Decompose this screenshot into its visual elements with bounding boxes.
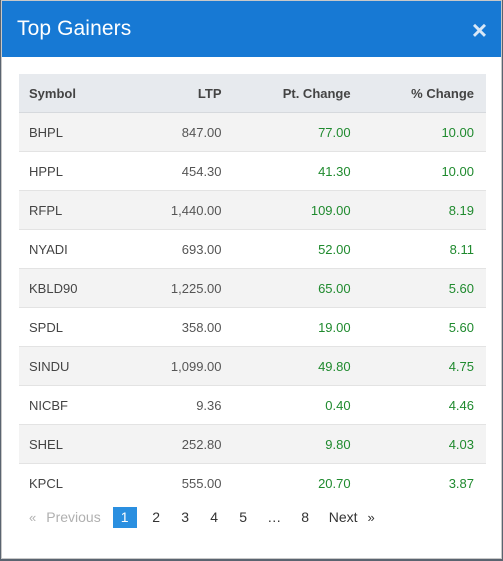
pct-change-cell: 4.03 [350, 424, 486, 464]
page-3-button[interactable]: 3 [181, 509, 190, 525]
page-8-button[interactable]: 8 [301, 509, 310, 525]
table-header-row: Symbol LTP Pt. Change % Change [19, 74, 486, 113]
table-row: BHPL 847.00 77.00 10.00 [19, 112, 486, 152]
pct-change-cell: 5.60 [350, 307, 486, 347]
column-header-symbol[interactable]: Symbol [19, 74, 127, 113]
table-row: HPPL 454.30 41.30 10.00 [19, 151, 486, 191]
prev-arrow-icon: « [29, 510, 37, 525]
pct-change-cell: 10.00 [350, 151, 486, 191]
column-header-ltp[interactable]: LTP [126, 74, 222, 113]
previous-page-button: « Previous [29, 509, 101, 525]
symbol-cell: NYADI [19, 229, 127, 269]
symbol-cell: SHEL [19, 424, 127, 464]
table-row: SHEL 252.80 9.80 4.03 [19, 424, 486, 464]
pt-change-cell: 9.80 [221, 424, 351, 464]
ltp-cell: 1,099.00 [126, 346, 222, 386]
symbol-cell: NICBF [19, 385, 127, 425]
ltp-cell: 847.00 [126, 112, 222, 152]
modal-body: Symbol LTP Pt. Change % Change BHPL 847.… [2, 57, 501, 528]
symbol-cell: KBLD90 [19, 268, 127, 308]
column-header-pt-change[interactable]: Pt. Change [221, 74, 351, 113]
pt-change-cell: 20.70 [318, 475, 351, 491]
next-arrow-icon: » [367, 510, 375, 525]
pct-change-cell: 4.46 [350, 385, 486, 425]
pt-change-cell: 109.00 [221, 190, 351, 230]
page-1-button[interactable]: 1 [112, 506, 137, 528]
page-5-button[interactable]: 5 [239, 509, 248, 525]
page-4-button[interactable]: 4 [210, 509, 219, 525]
ltp-cell: 358.00 [126, 307, 222, 347]
ltp-cell: 1,440.00 [126, 190, 222, 230]
table-row: RFPL 1,440.00 109.00 8.19 [19, 190, 486, 230]
table-row: NICBF 9.36 0.40 4.46 [19, 385, 486, 425]
close-icon[interactable]: × [471, 15, 487, 45]
modal-header: Top Gainers × [2, 1, 501, 57]
pct-change-cell: 8.11 [350, 229, 486, 269]
pt-change-cell: 65.00 [221, 268, 351, 308]
pt-change-cell: 77.00 [221, 112, 351, 152]
symbol-cell: HPPL [19, 151, 127, 191]
symbol-cell: SINDU [19, 346, 127, 386]
pt-change-cell: 41.30 [221, 151, 351, 191]
ltp-cell: 9.36 [126, 385, 222, 425]
modal-title: Top Gainers [17, 17, 132, 40]
pagination-ellipsis: … [267, 509, 282, 525]
pt-change-cell: 52.00 [221, 229, 351, 269]
ltp-cell: 252.80 [126, 424, 222, 464]
symbol-cell: KPCL [29, 475, 63, 491]
table-row: KPCL 555.00 20.70 3.87 [19, 463, 486, 502]
ltp-cell: 454.30 [126, 151, 222, 191]
pct-change-cell: 10.00 [350, 112, 486, 152]
pct-change-cell: 5.60 [350, 268, 486, 308]
ltp-cell: 1,225.00 [126, 268, 222, 308]
symbol-cell: SPDL [19, 307, 127, 347]
gainers-table: Symbol LTP Pt. Change % Change BHPL 847.… [19, 74, 486, 502]
ltp-cell: 693.00 [126, 229, 222, 269]
pt-change-cell: 49.80 [221, 346, 351, 386]
page-2-button[interactable]: 2 [152, 509, 161, 525]
pt-change-cell: 19.00 [221, 307, 351, 347]
pt-change-cell: 0.40 [221, 385, 351, 425]
previous-label: Previous [46, 509, 101, 525]
next-label: Next [328, 509, 358, 525]
pct-change-cell: 8.19 [350, 190, 486, 230]
table-row: KBLD90 1,225.00 65.00 5.60 [19, 268, 486, 308]
table-row: SPDL 358.00 19.00 5.60 [19, 307, 486, 347]
symbol-cell: BHPL [19, 112, 127, 152]
ltp-cell: 555.00 [181, 475, 222, 491]
symbol-cell: RFPL [19, 190, 127, 230]
table-row: SINDU 1,099.00 49.80 4.75 [19, 346, 486, 386]
column-header-pct-change[interactable]: % Change [350, 74, 486, 113]
pct-change-cell: 3.87 [448, 475, 474, 491]
table-row: NYADI 693.00 52.00 8.11 [19, 229, 486, 269]
next-page-button[interactable]: Next » [329, 509, 375, 525]
pagination: « Previous 1 2 3 4 5 … 8 Next » [19, 506, 484, 528]
pct-change-cell: 4.75 [350, 346, 486, 386]
